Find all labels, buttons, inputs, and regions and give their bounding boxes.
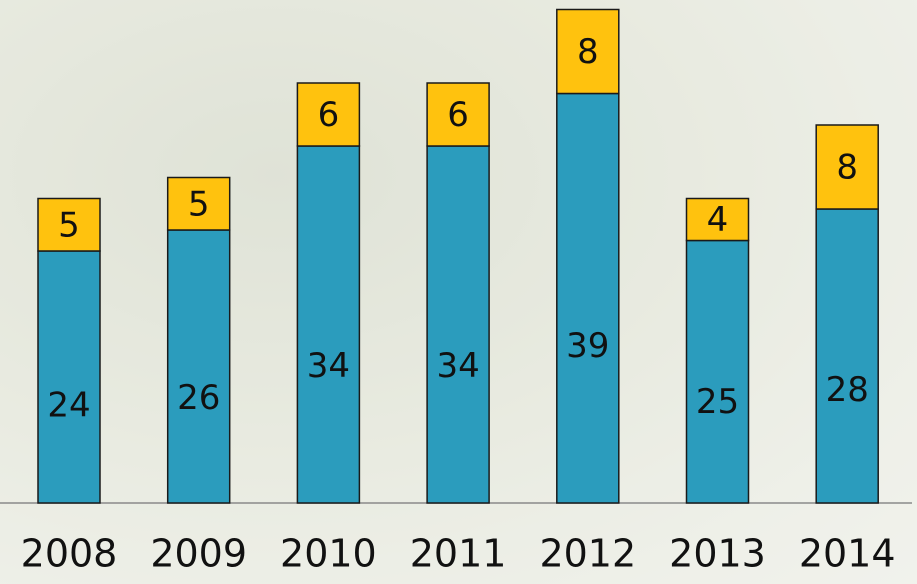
- x-tick-label: 2008: [21, 532, 118, 576]
- x-tick-label: 2011: [410, 532, 507, 576]
- value-label: 4: [707, 200, 729, 240]
- x-tick-label: 2014: [799, 532, 896, 576]
- value-label: 6: [318, 95, 340, 135]
- value-label: 5: [188, 184, 210, 224]
- chart: 2008 24 5 2009 26 5 2010 34 6 2011 34 6 2012 39 8 2013 2…: [0, 0, 917, 584]
- x-tick-label: 2010: [280, 532, 377, 576]
- value-label: 25: [696, 382, 739, 422]
- x-tick-label: 2009: [150, 532, 247, 576]
- value-label: 28: [826, 370, 869, 410]
- page: 2008 24 5 2009 26 5 2010 34 6 2011 34 6 2012 39 8 2013 2…: [0, 0, 917, 584]
- bar-segment: [557, 94, 619, 504]
- x-tick-label: 2012: [539, 532, 636, 576]
- value-label: 34: [307, 346, 350, 386]
- bar-segment: [687, 241, 749, 504]
- value-label: 8: [836, 148, 858, 188]
- value-label: 24: [47, 386, 90, 426]
- x-tick-label: 2013: [669, 532, 766, 576]
- value-label: 39: [566, 326, 609, 366]
- bar-segment: [168, 230, 230, 503]
- value-label: 5: [58, 205, 80, 245]
- bar-segment: [38, 251, 100, 503]
- value-label: 26: [177, 378, 220, 418]
- bar-segment: [297, 146, 359, 503]
- value-label: 8: [577, 32, 599, 72]
- bar-segment: [427, 146, 489, 503]
- value-label: 6: [447, 95, 469, 135]
- value-label: 34: [436, 346, 479, 386]
- bar-segment: [816, 209, 878, 503]
